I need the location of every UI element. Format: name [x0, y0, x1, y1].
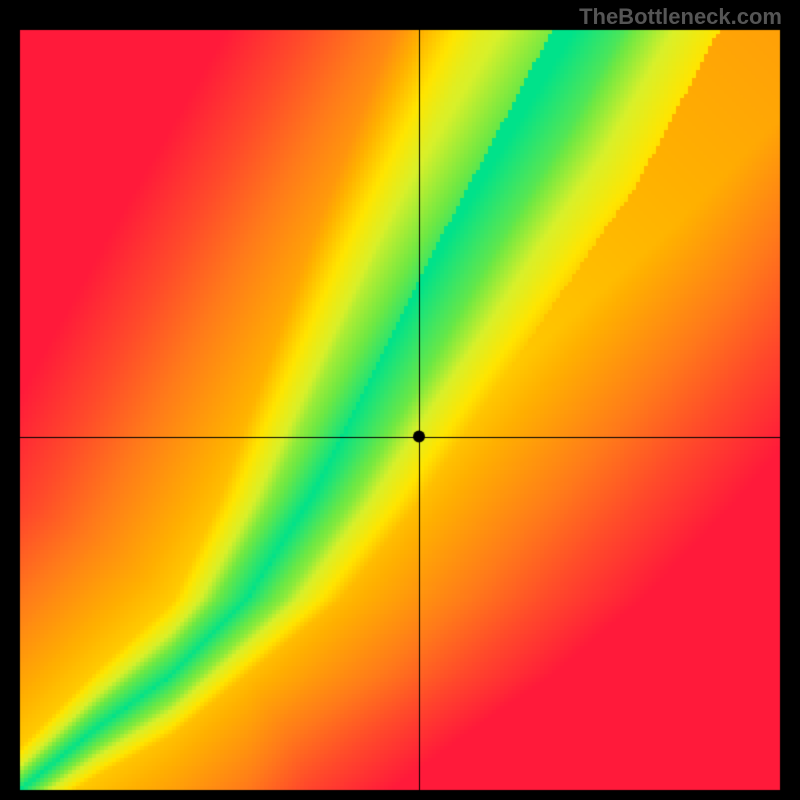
watermark-text: TheBottleneck.com	[579, 4, 782, 30]
heatmap-canvas	[0, 0, 800, 800]
chart-container: TheBottleneck.com	[0, 0, 800, 800]
